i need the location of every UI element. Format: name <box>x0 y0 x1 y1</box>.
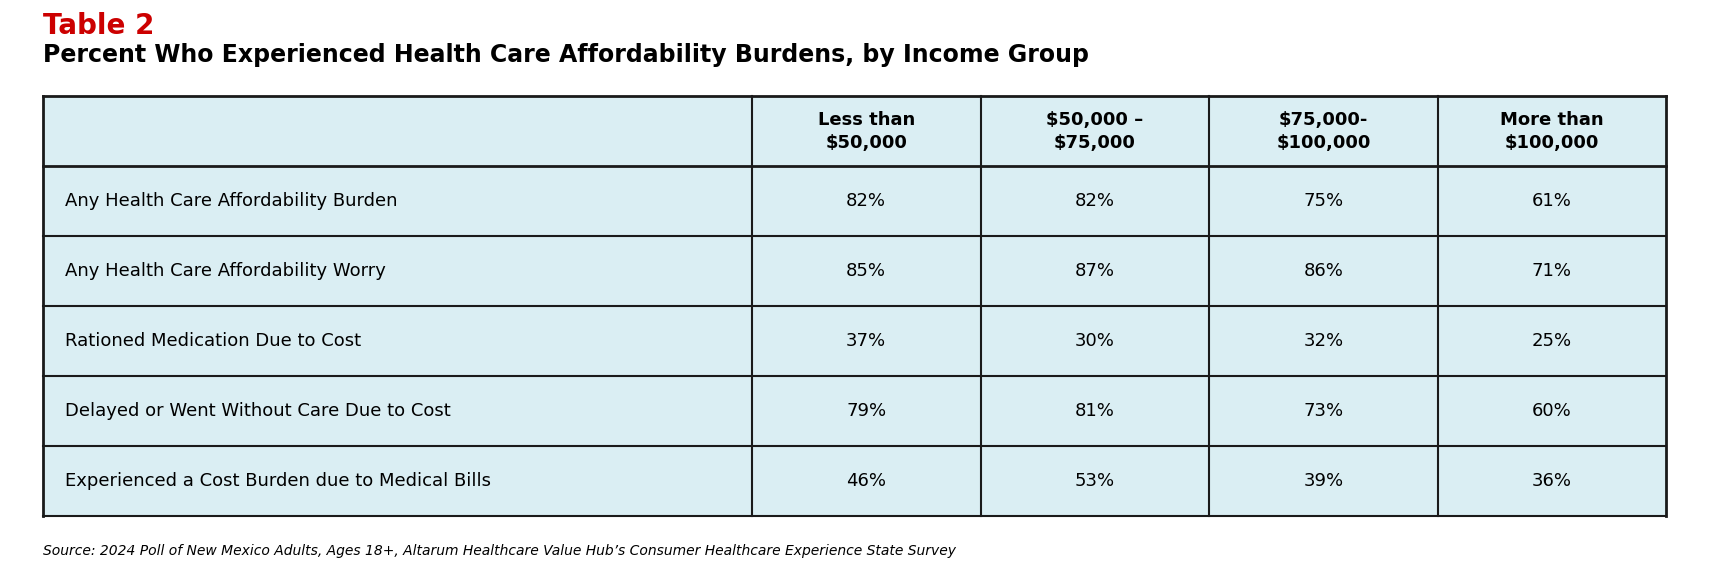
Text: 53%: 53% <box>1075 472 1114 490</box>
Text: Any Health Care Affordability Burden: Any Health Care Affordability Burden <box>65 192 398 210</box>
Text: 36%: 36% <box>1531 472 1572 490</box>
Text: Source: 2024 Poll of New Mexico Adults, Ages 18+, Altarum Healthcare Value Hub’s: Source: 2024 Poll of New Mexico Adults, … <box>43 544 955 558</box>
Text: 46%: 46% <box>846 472 887 490</box>
Text: 25%: 25% <box>1531 332 1572 350</box>
Text: Less than
$50,000: Less than $50,000 <box>817 111 914 152</box>
Text: 86%: 86% <box>1304 262 1343 280</box>
Text: 32%: 32% <box>1304 332 1343 350</box>
Text: 60%: 60% <box>1531 402 1572 420</box>
Text: Percent Who Experienced Health Care Affordability Burdens, by Income Group: Percent Who Experienced Health Care Affo… <box>43 43 1089 68</box>
Text: 81%: 81% <box>1075 402 1114 420</box>
Text: 82%: 82% <box>846 192 887 210</box>
Text: Table 2: Table 2 <box>43 12 154 40</box>
Text: More than
$100,000: More than $100,000 <box>1501 111 1603 152</box>
Text: 39%: 39% <box>1304 472 1343 490</box>
Text: 71%: 71% <box>1531 262 1572 280</box>
Text: 61%: 61% <box>1531 192 1572 210</box>
Text: $75,000-
$100,000: $75,000- $100,000 <box>1277 111 1371 152</box>
Text: 87%: 87% <box>1075 262 1114 280</box>
Text: $50,000 –
$75,000: $50,000 – $75,000 <box>1046 111 1143 152</box>
Text: Delayed or Went Without Care Due to Cost: Delayed or Went Without Care Due to Cost <box>65 402 451 420</box>
Text: 73%: 73% <box>1304 402 1343 420</box>
Text: 85%: 85% <box>846 262 887 280</box>
Text: Experienced a Cost Burden due to Medical Bills: Experienced a Cost Burden due to Medical… <box>65 472 490 490</box>
Text: 30%: 30% <box>1075 332 1114 350</box>
Text: Rationed Medication Due to Cost: Rationed Medication Due to Cost <box>65 332 361 350</box>
Text: Any Health Care Affordability Worry: Any Health Care Affordability Worry <box>65 262 386 280</box>
Bar <box>43 96 1666 516</box>
Text: 82%: 82% <box>1075 192 1114 210</box>
Text: 79%: 79% <box>846 402 887 420</box>
Text: 37%: 37% <box>846 332 887 350</box>
Text: 75%: 75% <box>1304 192 1343 210</box>
